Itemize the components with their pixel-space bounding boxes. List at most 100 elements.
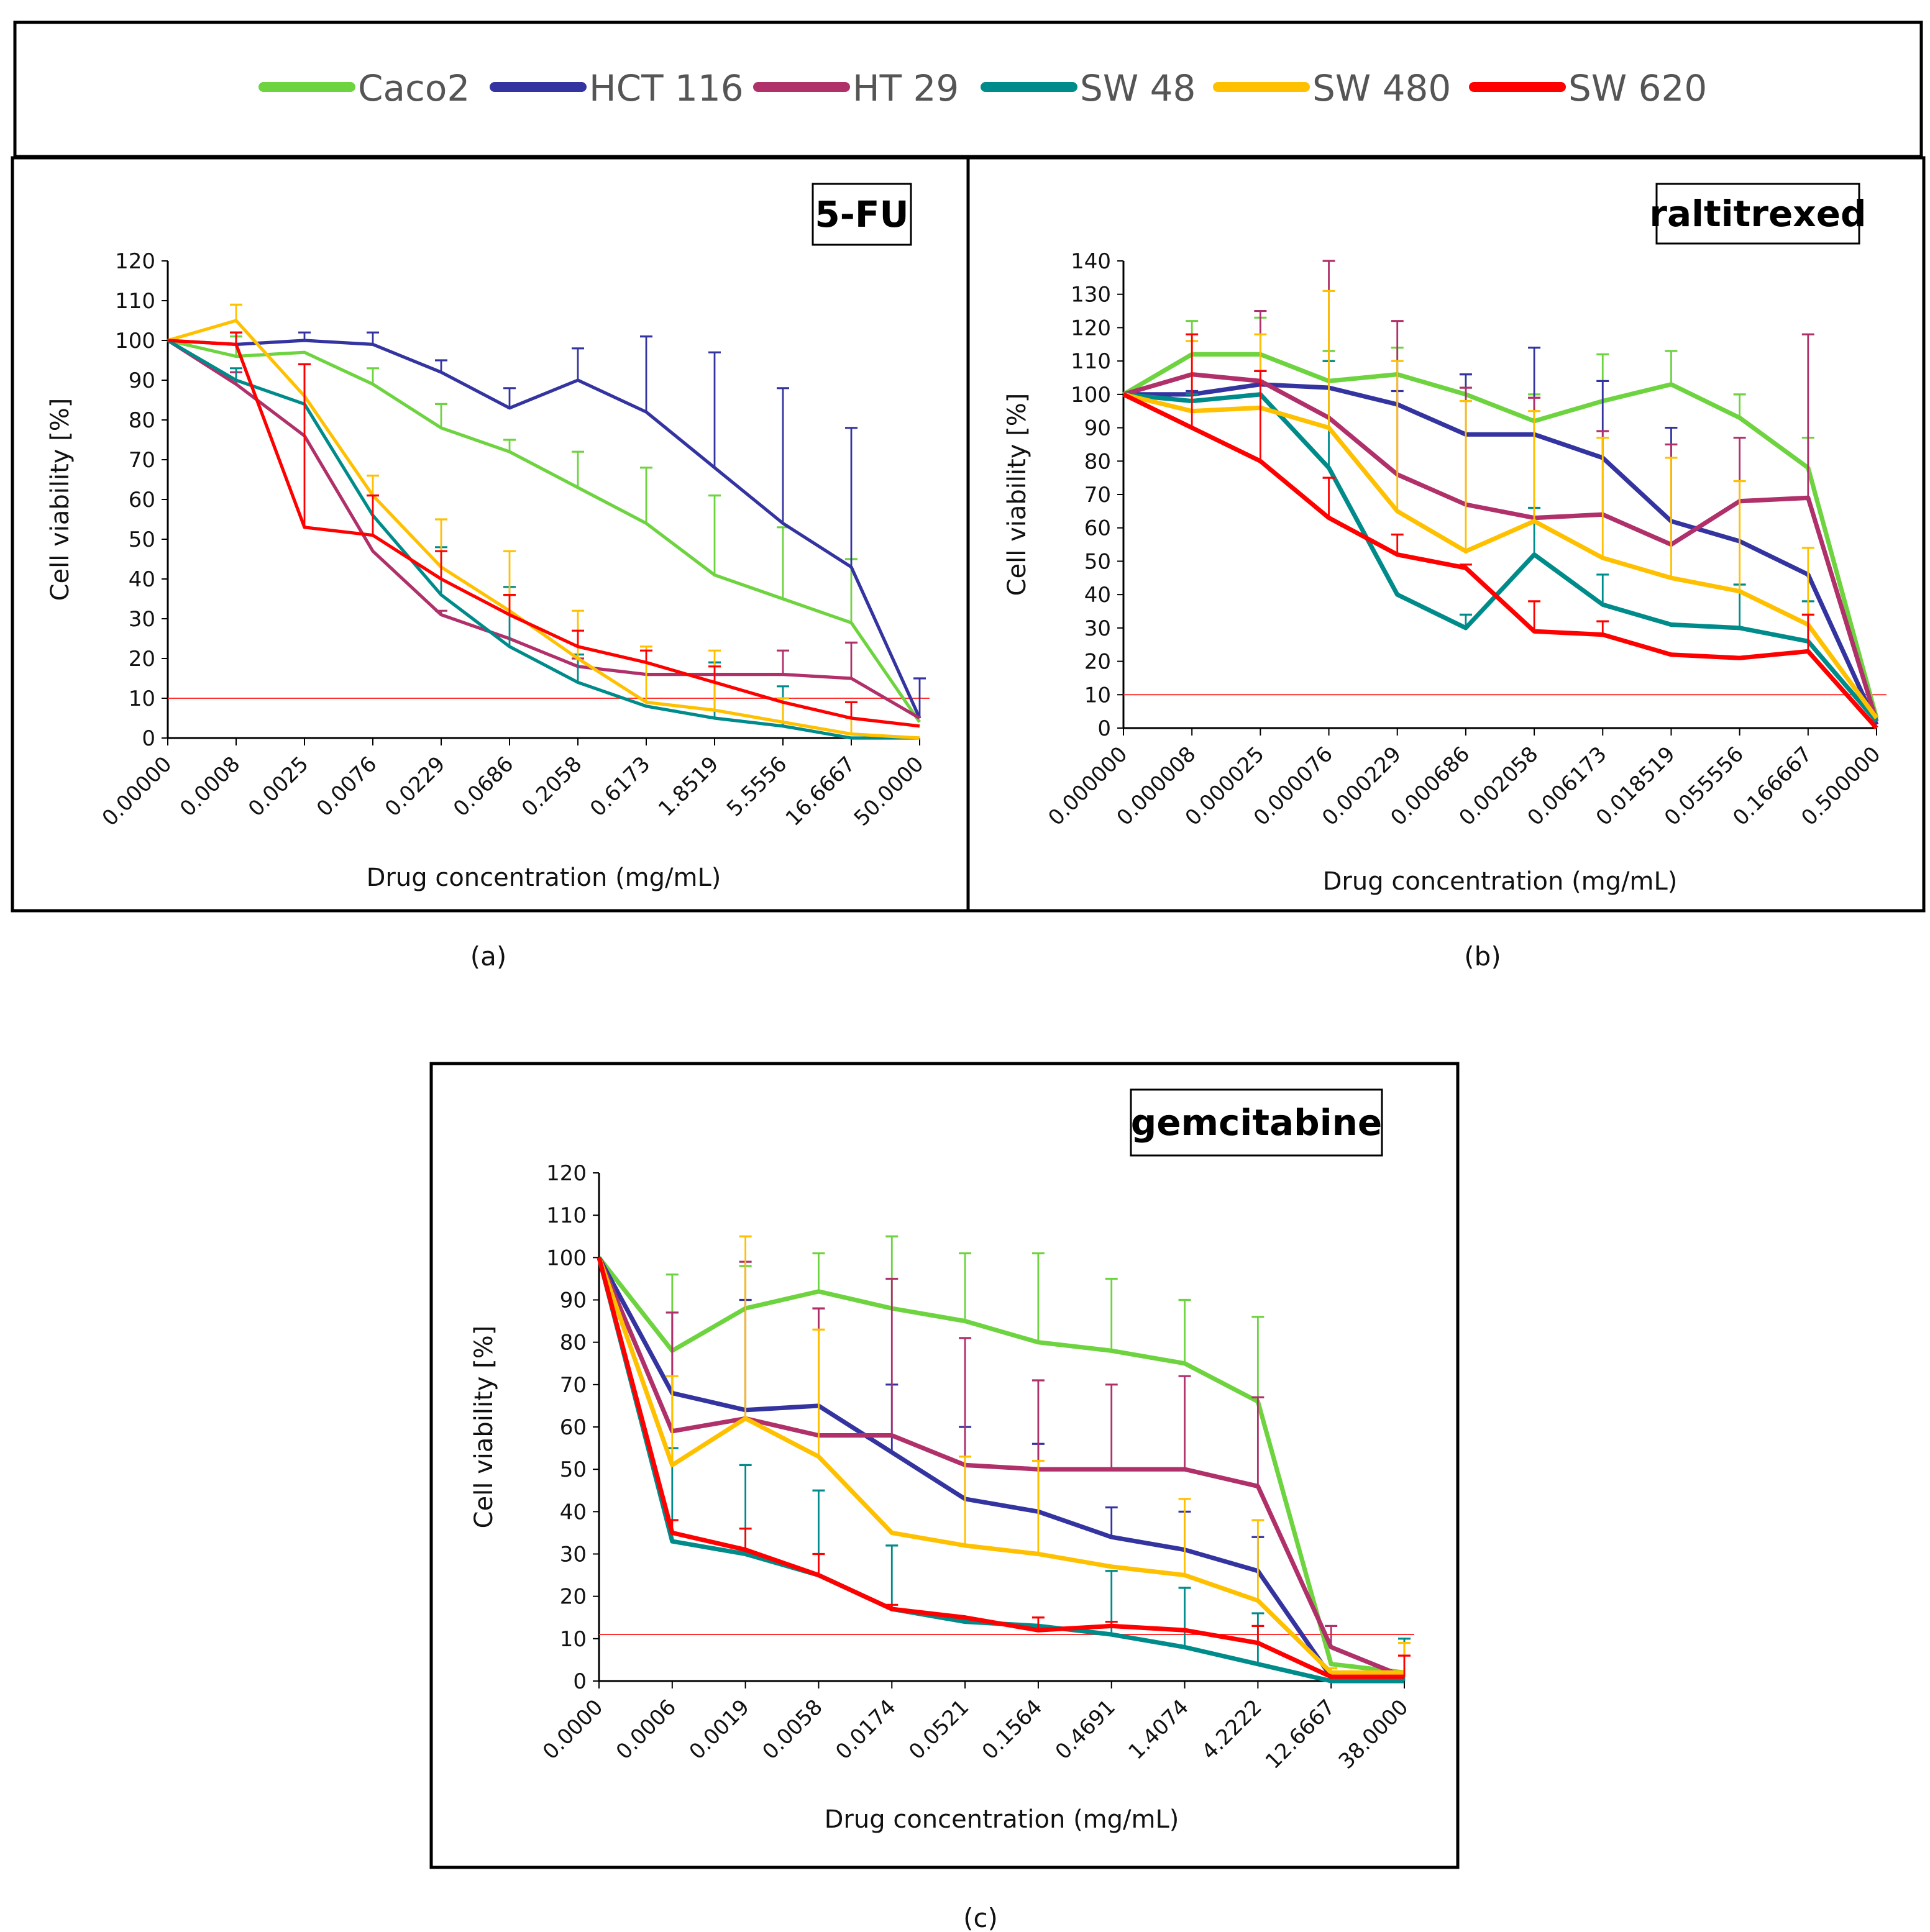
y-tick-label: 70 (129, 448, 155, 473)
series-sw620 (1122, 333, 1878, 730)
chart-panel: gemcitabine01020304050607080901001101200… (429, 1062, 1460, 1932)
y-tick-label: 120 (1071, 316, 1111, 340)
legend-item: SW 48 (981, 67, 1196, 109)
series-sw480 (597, 1235, 1411, 1675)
panel-caption: (a) (470, 941, 507, 972)
series-line (167, 339, 922, 723)
chart-panel: 5-FU01020304050607080901001101200.000000… (11, 156, 970, 972)
y-tick-label: 70 (560, 1373, 587, 1398)
legend-item: SW 480 (1213, 67, 1451, 109)
panel-frame (11, 156, 970, 913)
series-line (1123, 392, 1878, 720)
panel-caption: (b) (1464, 941, 1501, 972)
series-line (597, 1257, 1404, 1679)
series-sw620 (597, 1257, 1411, 1679)
series-line (167, 339, 921, 720)
series-line (1123, 392, 1878, 723)
legend-label: Caco2 (358, 67, 470, 109)
y-tick-label: 60 (1084, 516, 1111, 541)
y-tick-label: 40 (560, 1500, 587, 1524)
series-line (1123, 382, 1879, 726)
y-axis-label: Cell viability [%] (1003, 393, 1031, 596)
y-tick-label: 0 (1097, 716, 1111, 741)
chart-title: raltitrexed (1649, 193, 1866, 235)
y-tick-label: 140 (1071, 249, 1111, 274)
series-line (167, 319, 920, 740)
y-tick-label: 40 (129, 567, 155, 592)
legend-item: HCT 116 (490, 67, 744, 109)
series-sw620 (167, 331, 920, 728)
y-tick-label: 30 (560, 1542, 587, 1567)
panel-caption: (c) (963, 1903, 998, 1932)
legend-label: HCT 116 (589, 67, 744, 109)
series-line (597, 1257, 1404, 1675)
legend-item: SW 620 (1469, 67, 1707, 109)
y-axis-label: Cell viability [%] (470, 1326, 498, 1529)
y-tick-label: 120 (115, 249, 155, 274)
y-tick-label: 0 (573, 1669, 587, 1694)
y-axis-label: Cell viability [%] (46, 398, 75, 601)
chart-title: 5-FU (815, 193, 908, 235)
y-tick-label: 20 (560, 1585, 587, 1610)
y-tick-label: 80 (1084, 449, 1111, 474)
x-axis-label: Drug concentration (mg/mL) (1323, 867, 1678, 896)
y-tick-label: 100 (546, 1246, 587, 1270)
legend-item: HT 29 (753, 67, 959, 109)
y-tick-label: 30 (1084, 616, 1111, 641)
panel-frame (429, 1062, 1460, 1869)
y-tick-label: 20 (1084, 650, 1111, 675)
chart-title: gemcitabine (1131, 1101, 1382, 1144)
y-tick-label: 100 (1071, 383, 1111, 408)
series-sw480 (167, 303, 920, 740)
y-tick-label: 0 (142, 726, 155, 751)
y-tick-label: 10 (560, 1627, 587, 1652)
y-tick-label: 70 (1084, 483, 1111, 508)
series-line (597, 1256, 1405, 1675)
y-tick-label: 50 (560, 1457, 587, 1482)
y-tick-label: 50 (129, 527, 155, 552)
legend-label: SW 480 (1312, 67, 1451, 109)
title-box (812, 183, 912, 246)
series-line (167, 339, 920, 740)
title-box (1130, 1088, 1383, 1157)
y-tick-label: 120 (546, 1161, 587, 1186)
x-axis-label: Drug concentration (mg/mL) (825, 1805, 1179, 1834)
y-tick-label: 90 (129, 368, 155, 393)
legend-label: SW 48 (1080, 67, 1196, 109)
y-tick-label: 80 (129, 408, 155, 433)
legend-label: HT 29 (853, 67, 959, 109)
panel-frame (966, 156, 1926, 913)
series-line (597, 1256, 1404, 1679)
series-line (167, 339, 920, 728)
legend-item: Caco2 (258, 67, 470, 109)
y-tick-label: 10 (1084, 683, 1111, 708)
chart-panel: raltitrexed 0 10 20 30 40 50 60 70 80 90 100 110 120 1… (966, 156, 1926, 972)
y-tick-label: 30 (129, 607, 155, 632)
legend-label: SW 620 (1568, 67, 1707, 109)
y-tick-label: 10 (129, 686, 155, 711)
y-tick-label: 40 (1084, 583, 1111, 608)
series-line (1122, 372, 1879, 722)
series-line (597, 1256, 1406, 1679)
y-tick-label: 110 (115, 289, 155, 314)
series-sw480 (1123, 289, 1878, 720)
x-axis-label: Drug concentration (mg/mL) (367, 863, 721, 892)
series-line (1122, 392, 1878, 730)
y-tick-label: 90 (560, 1288, 587, 1313)
y-tick-label: 90 (1084, 416, 1111, 441)
y-tick-label: 80 (560, 1331, 587, 1356)
y-tick-label: 60 (560, 1415, 587, 1440)
series-caco2 (167, 335, 922, 723)
y-tick-label: 110 (1071, 349, 1111, 374)
y-tick-label: 60 (129, 488, 155, 513)
y-tick-label: 50 (1084, 549, 1111, 574)
y-tick-label: 100 (115, 329, 155, 353)
y-tick-label: 20 (129, 647, 155, 672)
y-tick-label: 110 (546, 1203, 587, 1228)
title-box (1655, 183, 1860, 245)
series-line (1122, 352, 1879, 719)
series-line (167, 339, 922, 719)
legend: Caco2 HCT 116 HT 29 SW 48 SW 480 SW 620 (258, 67, 1707, 109)
y-tick-label: 130 (1071, 283, 1111, 308)
